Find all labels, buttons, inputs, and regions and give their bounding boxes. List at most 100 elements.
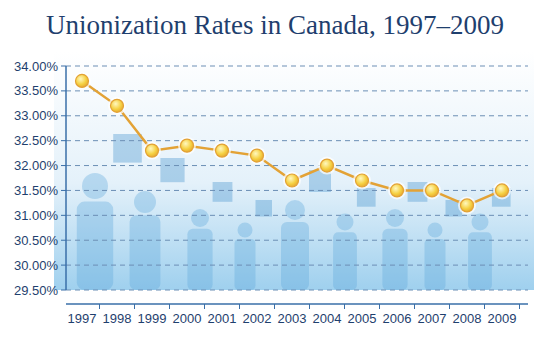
grid (61, 66, 528, 290)
marker-halo (493, 181, 511, 199)
silhouette-head (386, 209, 404, 227)
marker (391, 184, 404, 197)
x-tick-label: 1999 (138, 311, 167, 326)
silhouette-sign (113, 134, 142, 163)
marker (356, 174, 369, 187)
silhouette-head (191, 209, 209, 227)
grid-line (66, 140, 528, 141)
marker-halo (353, 171, 371, 189)
marker-halo (248, 147, 266, 165)
grid-line (66, 115, 528, 116)
x-tick (274, 304, 275, 309)
marker-halo (178, 137, 196, 155)
marker-halo (283, 171, 301, 189)
marker (251, 149, 264, 162)
marker-halo (73, 72, 91, 90)
y-tick-label: 34.00% (14, 59, 59, 74)
y-tick-label: 30.00% (14, 258, 59, 273)
silhouette-head (285, 200, 305, 220)
x-tick-label: 2001 (208, 311, 237, 326)
grid-line (66, 265, 528, 266)
marker-halo (318, 157, 336, 175)
decoration (77, 134, 511, 290)
x-tick-label: 2009 (488, 311, 517, 326)
title: Unionization Rates in Canada, 1997–2009 (46, 10, 504, 40)
y-tick-label: 33.50% (14, 83, 59, 98)
x-tick (484, 304, 485, 309)
x-tick (344, 304, 345, 309)
chart-container: Unionization Rates in Canada, 1997–2009 2… (0, 0, 550, 352)
x-tick (379, 304, 380, 309)
marker (76, 74, 89, 87)
x-tick (99, 304, 100, 309)
y-tick-label: 32.50% (14, 133, 59, 148)
silhouette-head (472, 214, 489, 231)
x-tick-label: 2000 (173, 311, 202, 326)
marker (426, 184, 439, 197)
data-group (73, 72, 511, 214)
marker (461, 199, 474, 212)
y-tick-label: 33.00% (14, 108, 59, 123)
x-tick (414, 304, 415, 309)
marker (286, 174, 299, 187)
x-tick (134, 304, 135, 309)
marker (216, 144, 229, 157)
y-axis (65, 66, 67, 290)
grid-line (66, 215, 528, 216)
y-tick-label: 29.50% (14, 283, 59, 298)
y-tick-label: 32.00% (14, 158, 59, 173)
x-tick-label: 2004 (313, 311, 342, 326)
marker-halo (388, 181, 406, 199)
x-tick-label: 2008 (453, 311, 482, 326)
x-tick (169, 304, 170, 309)
grid-line (66, 165, 528, 166)
grid-line (66, 90, 528, 91)
silhouette-body (235, 239, 256, 290)
silhouette-sign (213, 182, 233, 202)
y-tick-label: 31.00% (14, 208, 59, 223)
grid-line (66, 190, 528, 191)
marker (146, 144, 159, 157)
silhouette-body (187, 229, 212, 290)
silhouette-sign (160, 158, 184, 182)
silhouette-head (134, 191, 156, 213)
x-tick-label: 2003 (278, 311, 307, 326)
silhouette-body (382, 229, 407, 290)
marker-halo (108, 97, 126, 115)
x-tick (239, 304, 240, 309)
grid-line (66, 66, 528, 67)
marker-halo (458, 196, 476, 214)
y-tick-label: 31.50% (14, 183, 59, 198)
x-tick (204, 304, 205, 309)
grid-line (66, 240, 528, 241)
marker-halo (213, 142, 231, 160)
marker (321, 159, 334, 172)
marker (111, 99, 124, 112)
silhouette-body (281, 222, 309, 290)
silhouette-body (425, 239, 446, 290)
x-tick-label: 1998 (103, 311, 132, 326)
marker-halo (143, 142, 161, 160)
marker-halo (423, 181, 441, 199)
x-tick-label: 2002 (243, 311, 272, 326)
silhouette-sign (256, 200, 273, 217)
plot-background (54, 52, 534, 290)
x-axis (66, 303, 528, 305)
marker (181, 139, 194, 152)
chart-svg: Unionization Rates in Canada, 1997–2009 2… (0, 0, 550, 352)
marker (496, 184, 509, 197)
silhouette-head (428, 223, 443, 238)
grid-line (66, 290, 528, 291)
x-tick (449, 304, 450, 309)
silhouette-head (238, 223, 253, 238)
x-tick-label: 2006 (383, 311, 412, 326)
x-tick (309, 304, 310, 309)
silhouette-body (130, 215, 161, 290)
silhouette-body (333, 232, 357, 290)
x-tick (519, 304, 520, 309)
silhouette-head (337, 214, 354, 231)
x-tick-label: 1997 (68, 311, 97, 326)
line (82, 81, 502, 205)
silhouette-body (468, 232, 492, 290)
x-tick-label: 2007 (418, 311, 447, 326)
